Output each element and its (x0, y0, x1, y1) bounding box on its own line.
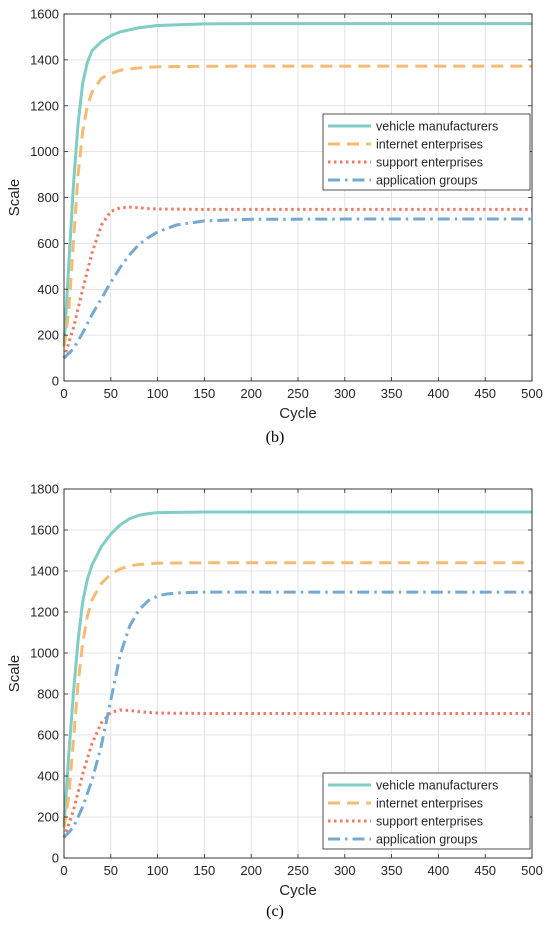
y-tick-label: 200 (37, 328, 59, 343)
x-tick-label: 350 (381, 386, 403, 401)
series-line-4 (62, 590, 532, 839)
series-line-1 (62, 510, 532, 828)
x-axis-label: Cycle (279, 882, 317, 899)
y-axis-label: Scale (6, 179, 23, 217)
series-group (62, 510, 532, 839)
y-tick-label: 1000 (30, 144, 59, 159)
y-tick-label: 1200 (30, 605, 59, 620)
y-tick-label: 200 (37, 810, 59, 825)
series-line-2 (62, 64, 532, 347)
y-axis-label: Scale (6, 655, 23, 693)
x-tick-label: 0 (60, 386, 67, 401)
legend-label-1: vehicle manufacturers (376, 779, 498, 793)
y-tick-label: 0 (52, 851, 59, 866)
y-tick-label: 1800 (30, 482, 59, 497)
x-tick-label: 450 (474, 863, 496, 878)
x-tick-label: 300 (334, 386, 356, 401)
y-tick-label: 1200 (30, 98, 59, 113)
y-tick-label: 1600 (30, 7, 59, 22)
x-tick-label: 0 (60, 863, 67, 878)
y-tick-label: 1000 (30, 646, 59, 661)
y-tick-label: 400 (37, 769, 59, 784)
series-line-1 (62, 22, 532, 347)
legend-label-2: internet enterprises (376, 138, 483, 152)
x-tick-label: 500 (521, 863, 543, 878)
x-tick-label: 200 (240, 386, 262, 401)
legend-label-3: support enterprises (376, 156, 483, 170)
x-tick-label: 400 (428, 863, 450, 878)
x-axis-label: Cycle (279, 405, 317, 422)
x-tick-label: 250 (287, 386, 309, 401)
x-tick-label: 300 (334, 863, 356, 878)
y-tick-label: 600 (37, 236, 59, 251)
y-tick-label: 400 (37, 282, 59, 297)
y-tick-label: 600 (37, 728, 59, 743)
x-tick-label: 150 (194, 863, 216, 878)
legend-label-2: internet enterprises (376, 797, 483, 811)
legend: vehicle manufacturers internet enterprise… (322, 113, 531, 191)
x-tick-label: 50 (104, 386, 118, 401)
y-tick-label: 1400 (30, 52, 59, 67)
x-tick-label: 450 (474, 386, 496, 401)
legend: vehicle manufacturers internet enterprise… (322, 772, 531, 850)
legend-label-1: vehicle manufacturers (376, 120, 498, 134)
chart-c: 0 50 100 150 200 250 300 350 400 450 500 0 200 400 600… (6, 482, 543, 921)
legend-label-3: support enterprises (376, 815, 483, 829)
series-group (62, 22, 532, 360)
figure-caption: (c) (266, 903, 284, 920)
x-tick-label: 50 (104, 863, 118, 878)
y-tick-label: 0 (52, 374, 59, 389)
legend-label-4: application groups (376, 174, 477, 188)
y-tick-label: 1600 (30, 523, 59, 538)
x-tick-label: 100 (147, 863, 169, 878)
y-tick-label: 800 (37, 190, 59, 205)
x-tick-label: 500 (521, 386, 543, 401)
x-tick-label: 350 (381, 863, 403, 878)
y-tick-label: 800 (37, 687, 59, 702)
chart-b: 0 50 100 150 200 250 300 350 400 450 500 0 200 400 600… (6, 7, 543, 447)
x-tick-label: 150 (194, 386, 216, 401)
figure-caption: (b) (266, 429, 285, 446)
x-tick-label: 250 (287, 863, 309, 878)
x-tick-label: 400 (428, 386, 450, 401)
x-tick-label: 200 (240, 863, 262, 878)
y-tick-label: 1400 (30, 564, 59, 579)
series-line-3 (62, 205, 532, 359)
legend-label-4: application groups (376, 833, 477, 847)
series-line-2 (62, 561, 532, 828)
x-tick-label: 100 (147, 386, 169, 401)
